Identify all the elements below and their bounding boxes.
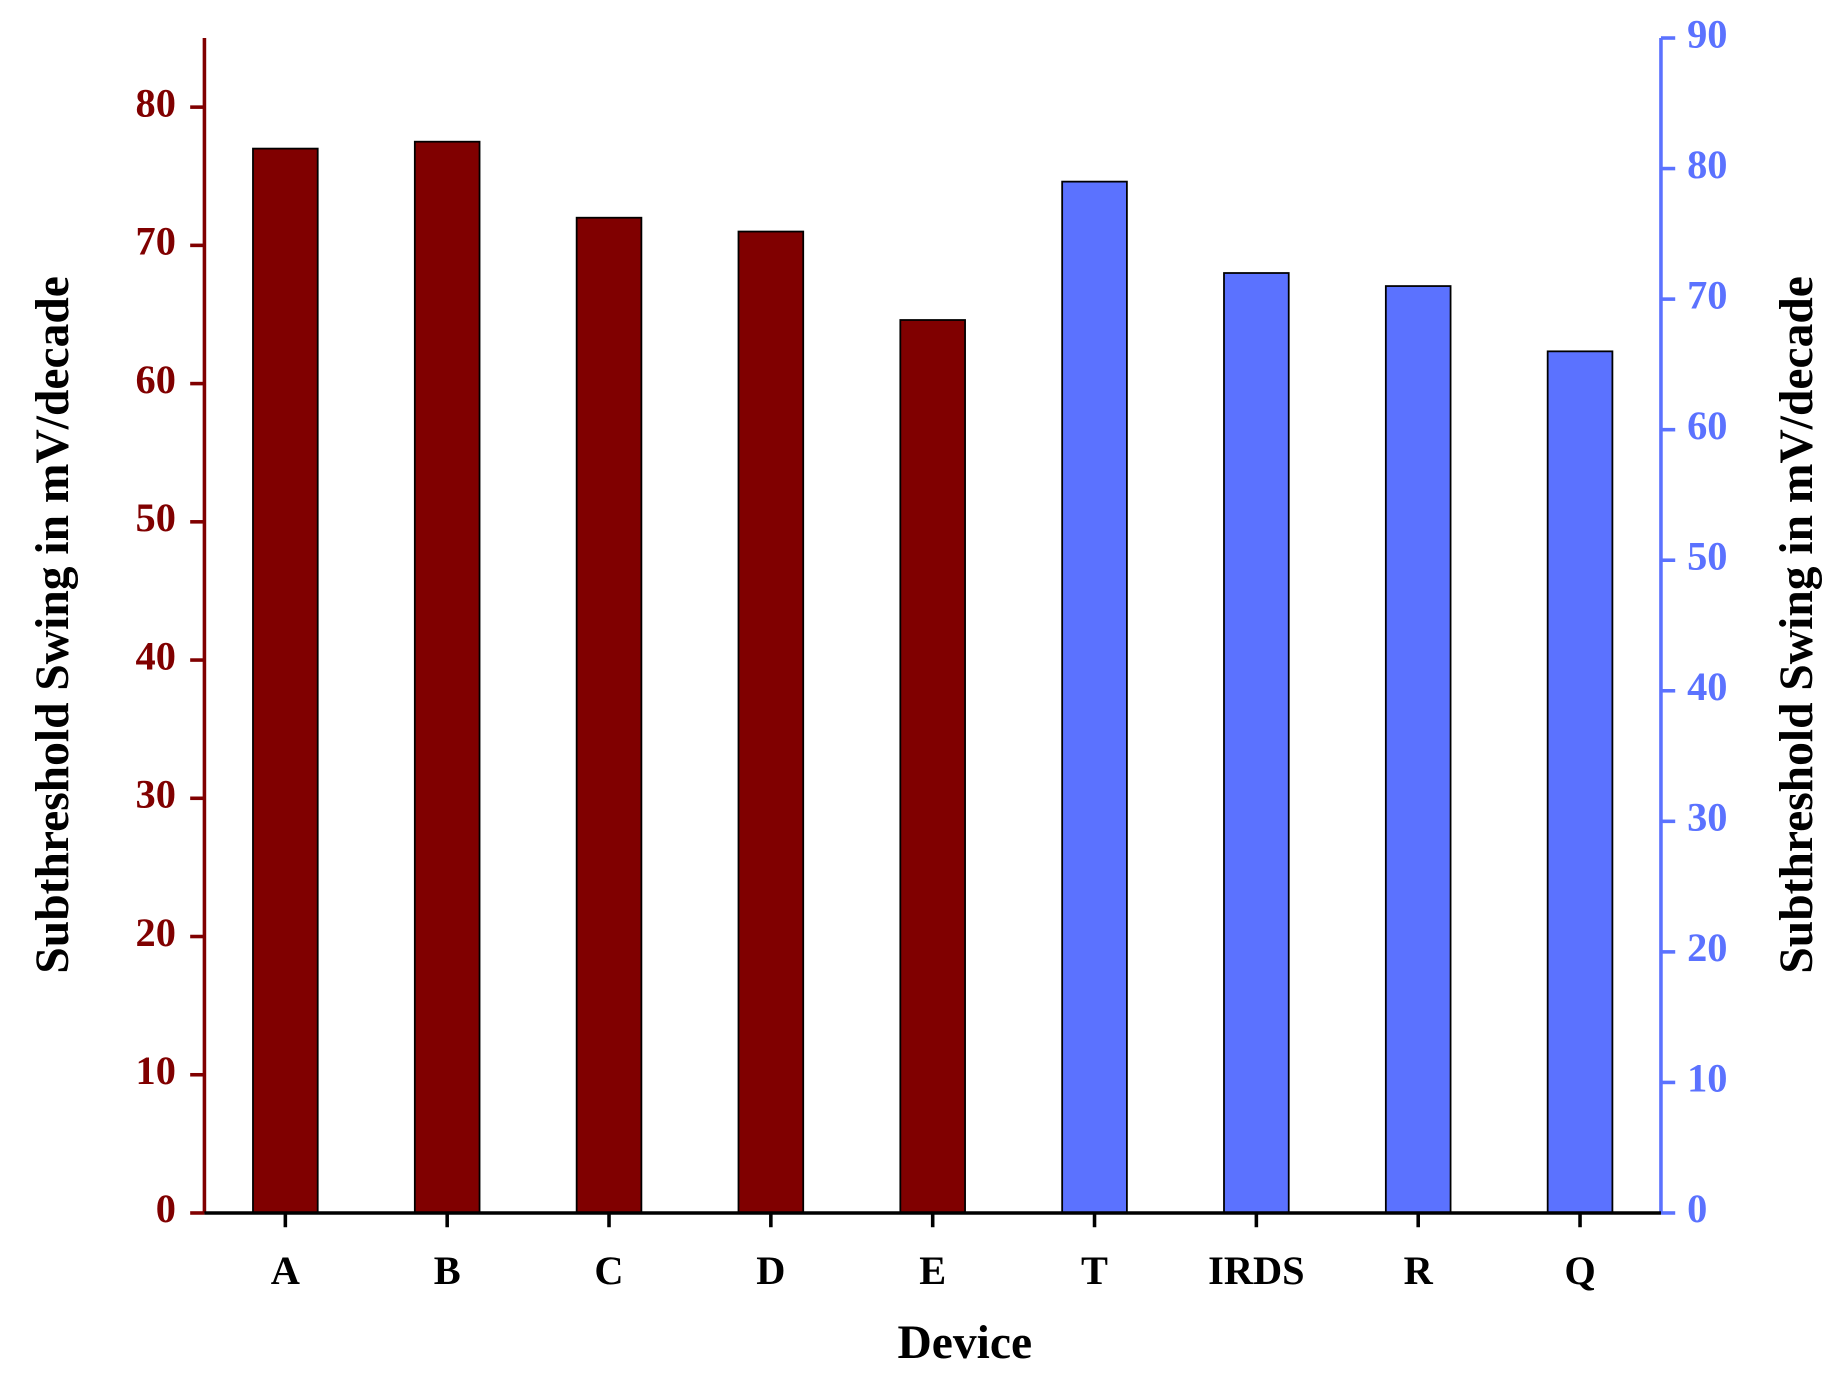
y-tick-label: 50 — [136, 495, 176, 540]
bar — [899, 319, 966, 1214]
y2-tick-label: 40 — [1687, 664, 1727, 709]
x-tick-label: IRDS — [1208, 1248, 1304, 1293]
bar — [1061, 180, 1128, 1214]
x-tick-label: D — [756, 1248, 785, 1293]
y2-tick-label: 30 — [1687, 795, 1727, 840]
y-tick-label: 40 — [136, 633, 176, 678]
bar — [737, 230, 805, 1214]
y2-tick-label: 90 — [1687, 11, 1727, 56]
y2-tick-label: 70 — [1687, 272, 1727, 317]
x-tick-label: B — [434, 1248, 461, 1293]
x-tick-label: A — [271, 1248, 300, 1293]
y-tick-label: 30 — [136, 772, 176, 817]
y-tick-label: 70 — [136, 219, 176, 264]
y2-tick-label: 60 — [1687, 403, 1727, 448]
bar — [1223, 272, 1290, 1214]
x-tick-label: C — [594, 1248, 623, 1293]
bar — [1384, 285, 1452, 1214]
y2-tick-label: 0 — [1687, 1186, 1707, 1231]
y-axis-label: Subthreshold Swing in mV/decade — [27, 276, 79, 974]
bar — [252, 147, 319, 1214]
y-tick-label: 10 — [136, 1048, 176, 1093]
y-tick-label: 60 — [136, 357, 176, 402]
y-tick-label: 20 — [136, 910, 176, 955]
y2-tick-label: 10 — [1687, 1056, 1727, 1101]
y-tick-label: 0 — [156, 1186, 176, 1231]
x-tick-label: E — [919, 1248, 946, 1293]
y2-axis-label: Subthreshold Swing in mV/decade — [1771, 276, 1823, 974]
y2-tick-label: 50 — [1687, 533, 1727, 578]
x-tick-label: R — [1404, 1248, 1434, 1293]
x-axis-label: Device — [897, 1317, 1032, 1369]
bar — [575, 216, 643, 1214]
bar — [413, 140, 481, 1214]
x-tick-label: Q — [1564, 1248, 1595, 1293]
y-tick-label: 80 — [136, 80, 176, 125]
y2-tick-label: 80 — [1687, 142, 1727, 187]
x-tick-label: T — [1081, 1248, 1108, 1293]
bar — [1546, 350, 1614, 1214]
y2-tick-label: 20 — [1687, 925, 1727, 970]
